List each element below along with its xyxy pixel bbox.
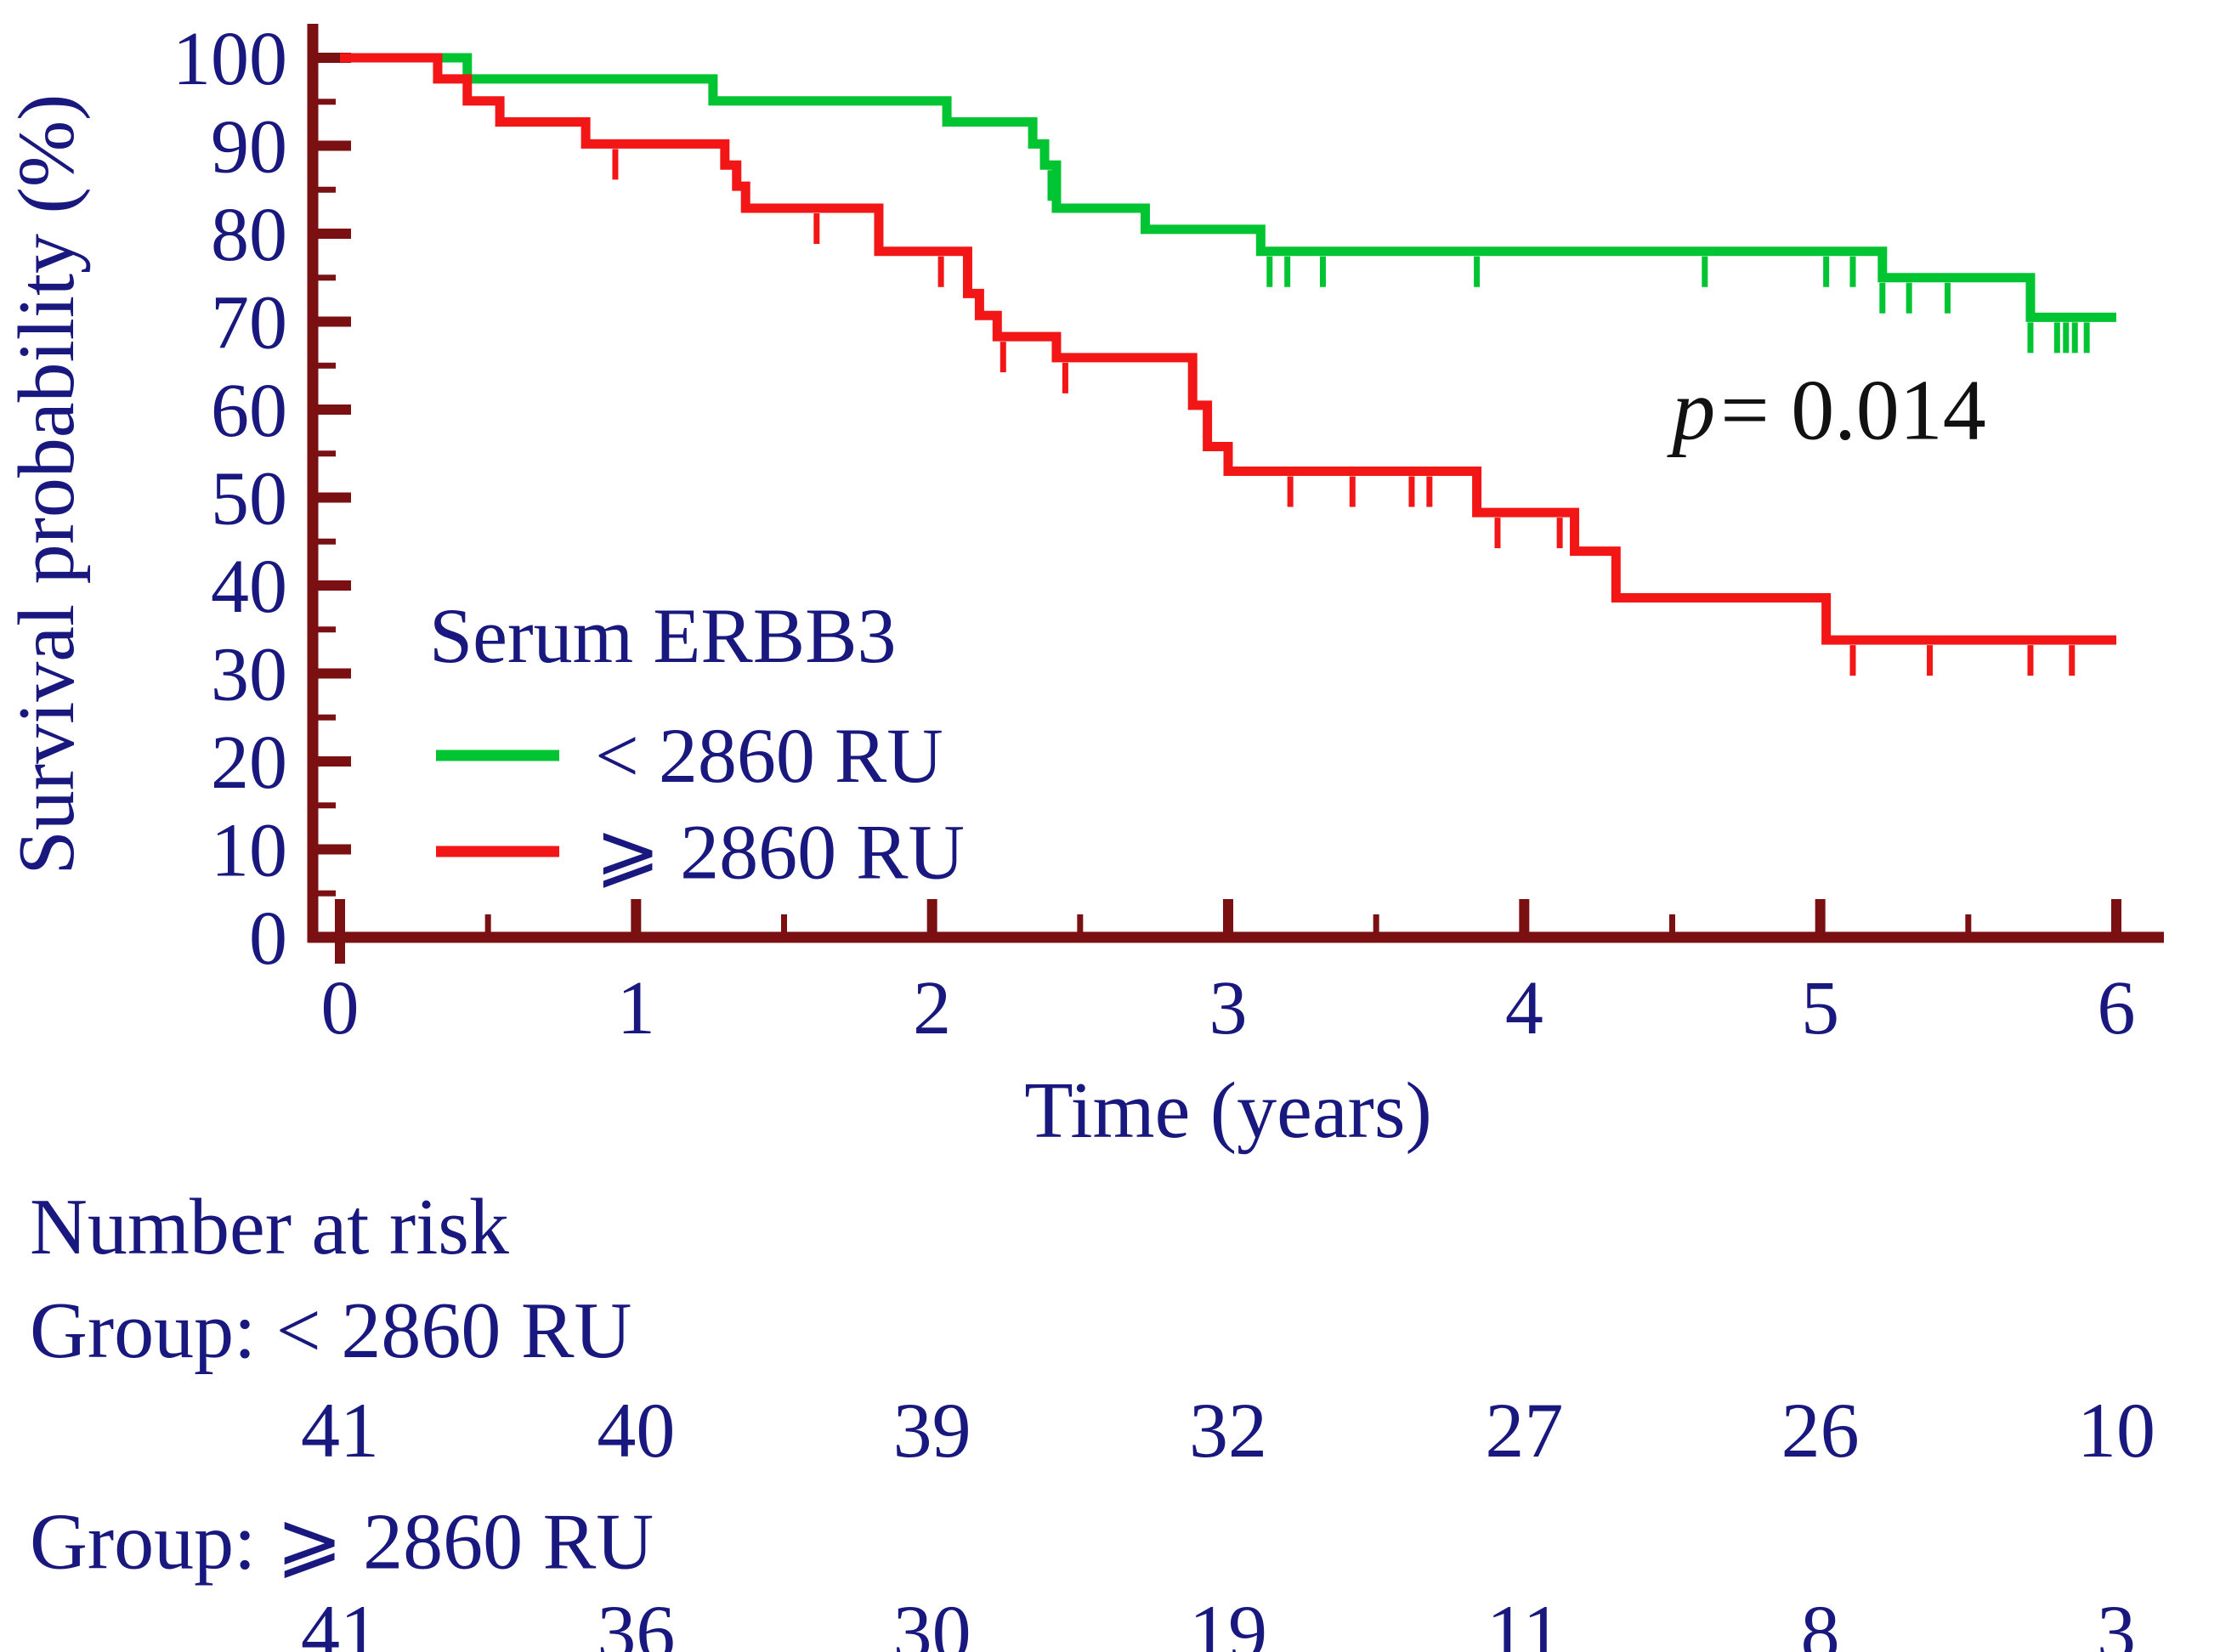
y-tick-label: 60	[211, 369, 287, 453]
risk-count: 40	[597, 1387, 676, 1474]
risk-table-title: Number at risk	[30, 1183, 509, 1271]
x-tick-label: 4	[1505, 966, 1543, 1050]
x-axis-title: Time (years)	[1024, 1066, 1432, 1155]
risk-count: 41	[301, 1387, 379, 1474]
risk-group-label-lt: Group: < 2860 RU	[30, 1287, 632, 1375]
risk-count: 27	[1485, 1387, 1564, 1474]
y-tick-label: 0	[249, 897, 287, 981]
y-tick-label: 40	[211, 545, 287, 629]
y-axis-title: Survival probability (%)	[3, 93, 91, 875]
y-tick-label: 100	[173, 17, 287, 101]
x-tick-label: 1	[617, 966, 655, 1050]
p-value-annotation: p= 0.014	[1672, 361, 1986, 461]
risk-count: 8	[1800, 1589, 1840, 1652]
y-tick-label: 10	[211, 809, 287, 893]
x-tick-label: 5	[1801, 966, 1839, 1050]
y-tick-label: 20	[211, 721, 287, 805]
y-tick-label: 90	[211, 105, 287, 190]
risk-count: 32	[1188, 1387, 1267, 1474]
survival-curve-red_curve	[340, 53, 2116, 645]
p-symbol: p	[1672, 362, 1716, 459]
y-tick-label: 30	[211, 633, 287, 717]
risk-count: 41	[301, 1589, 379, 1652]
x-tick-label: 0	[321, 966, 360, 1050]
survival-curve-green_curve	[340, 53, 2116, 322]
risk-count: 19	[1188, 1589, 1267, 1652]
x-tick-label: 3	[1209, 966, 1247, 1050]
legend-label-green: < 2860 RU	[595, 712, 943, 799]
risk-count: 3	[2096, 1589, 2136, 1652]
risk-count: 26	[1781, 1387, 1860, 1474]
x-tick-label: 6	[2097, 966, 2135, 1050]
y-tick-label: 80	[211, 193, 287, 277]
p-value-text: = 0.014	[1720, 362, 1986, 459]
risk-count: 30	[892, 1589, 971, 1652]
legend-line-green-icon	[436, 750, 559, 761]
risk-count: 39	[892, 1387, 971, 1474]
risk-group-label-ge: Group: ⩾ 2860 RU	[30, 1497, 654, 1587]
y-tick-label: 70	[211, 281, 287, 365]
legend-label-red: ⩾ 2860 RU	[595, 808, 965, 896]
legend-line-red-icon	[436, 846, 559, 857]
x-tick-label: 2	[913, 966, 951, 1050]
legend-title: Serum ERBB3	[429, 592, 897, 679]
risk-count: 36	[597, 1589, 676, 1652]
risk-count: 11	[1487, 1589, 1562, 1652]
y-tick-label: 50	[211, 457, 287, 541]
risk-count: 10	[2076, 1387, 2155, 1474]
